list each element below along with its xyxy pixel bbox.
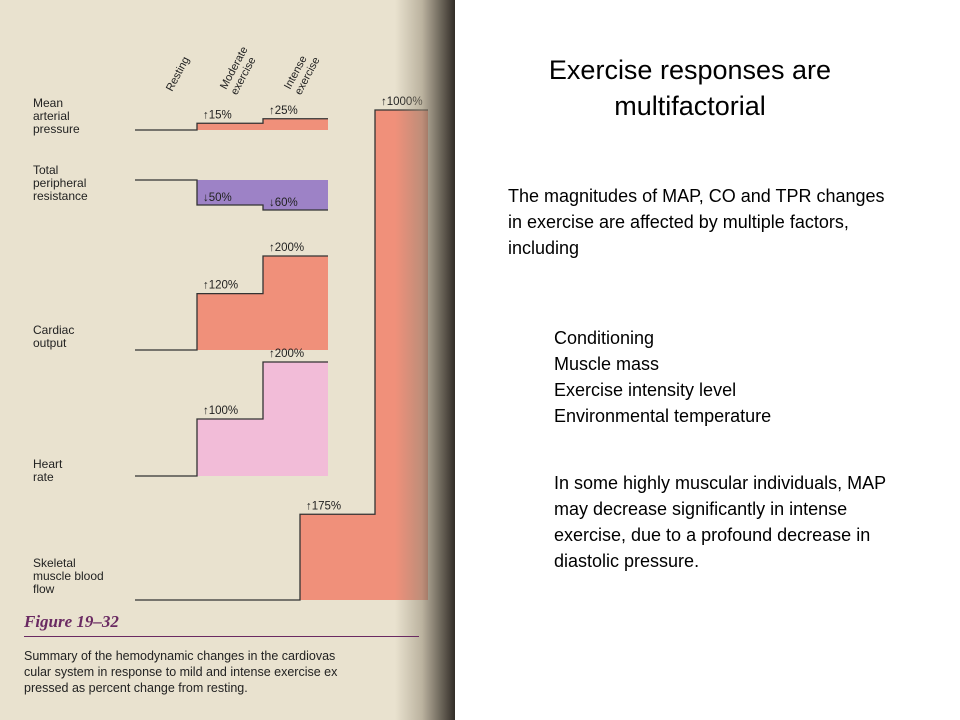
caption-line: Summary of the hemodynamic changes in th…	[24, 649, 336, 663]
change-label: ↑175%	[306, 500, 341, 512]
factor-item: Muscle mass	[554, 354, 660, 374]
textbook-figure: Mean arterial pressure ↑15% ↑25% Total periphe…	[0, 0, 455, 720]
change-label: ↑120%	[203, 280, 238, 292]
change-label: ↓50%	[203, 192, 232, 204]
row-label: arterial	[33, 109, 70, 123]
step-outline	[135, 118, 328, 131]
row-label: Heart	[33, 457, 63, 471]
change-label: ↑200%	[269, 348, 304, 360]
bar-segment	[197, 419, 263, 476]
note-text: In some highly muscular individuals, MAP…	[554, 473, 886, 571]
change-label: ↑200%	[269, 242, 304, 254]
column-label-line: Resting	[164, 55, 192, 94]
change-label: ↑25%	[269, 105, 298, 117]
slide-title: Exercise responses are multifactorial	[548, 55, 832, 121]
bar-segment	[263, 362, 328, 476]
change-label: ↑15%	[203, 109, 232, 121]
change-label: ↓60%	[269, 197, 298, 209]
row-label: Mean	[33, 96, 63, 110]
factor-list: Conditioning Muscle mass Exercise intensit…	[554, 325, 771, 429]
step-outline	[135, 255, 328, 351]
page-curl-shadow	[395, 0, 455, 720]
row-label: peripheral	[33, 176, 86, 190]
factor-item: Conditioning	[554, 328, 655, 348]
bar-segment	[263, 180, 328, 210]
row-label: output	[33, 336, 67, 350]
change-label: ↑100%	[203, 405, 238, 417]
caption-line: pressed as percent change from resting.	[24, 681, 248, 695]
step-outline	[135, 361, 328, 477]
row-label: muscle blood	[33, 569, 104, 583]
row-label: flow	[33, 582, 55, 596]
bar-segment	[197, 293, 263, 350]
factor-item: Environmental temperature	[554, 406, 772, 426]
step-outline	[135, 109, 428, 601]
bar-segment	[197, 180, 263, 205]
row-label: rate	[33, 470, 54, 484]
bar-segment	[300, 514, 375, 600]
row-label: Cardiac	[33, 323, 74, 337]
step-outline	[135, 179, 328, 211]
intro-text: The magnitudes of MAP, CO and TPR change…	[508, 186, 885, 258]
row-label: Total	[33, 163, 58, 177]
row-label: Skeletal	[33, 556, 76, 570]
figure-rule	[24, 636, 419, 637]
bar-segment	[263, 118, 328, 130]
figure-caption: Summary of the hemodynamic changes in th…	[24, 648, 424, 696]
factor-item: Exercise intensity level	[554, 380, 737, 400]
bar-segment	[263, 256, 328, 350]
bar-segment	[197, 123, 263, 130]
row-label: pressure	[33, 122, 80, 136]
figure-label: Figure 19–32	[24, 612, 119, 631]
caption-line: cular system in response to mild and int…	[24, 665, 338, 679]
column-label: Resting	[164, 55, 192, 94]
row-label: resistance	[33, 189, 88, 203]
